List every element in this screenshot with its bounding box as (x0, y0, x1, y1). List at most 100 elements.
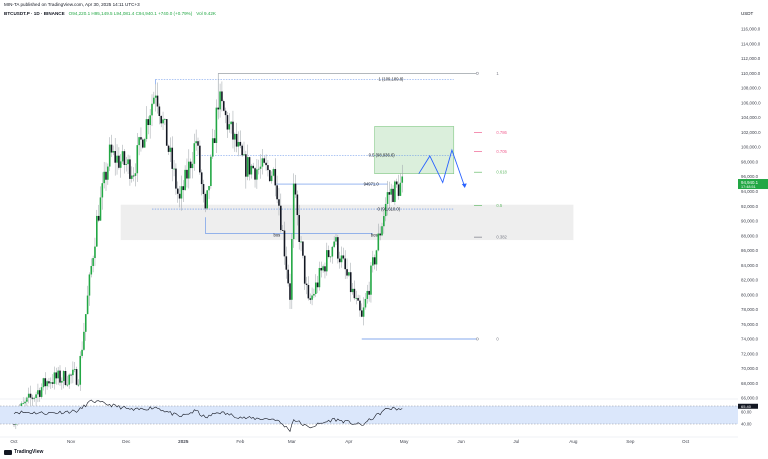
candle (217, 107, 220, 110)
candle (132, 175, 135, 177)
candle (399, 182, 402, 196)
fib-label: 0 (496, 336, 499, 341)
candle (368, 290, 370, 295)
chart-annotation: 0 (91,610.0) (378, 207, 401, 212)
candle (366, 290, 369, 299)
candle (338, 258, 341, 263)
candle (372, 257, 374, 266)
price-tick-label: 68,000.0 (741, 381, 759, 386)
candle (27, 393, 30, 398)
chart-annotation: 1 (109,189.8) (379, 77, 405, 82)
support-zone[interactable] (120, 204, 574, 241)
fib-label: 0.705 (496, 149, 507, 154)
candle (158, 106, 161, 116)
candle (75, 369, 78, 385)
candle (208, 186, 210, 191)
target-zone[interactable] (374, 126, 455, 174)
candle (147, 119, 150, 126)
candle (103, 171, 105, 184)
fib-label: 0.618 (496, 170, 507, 175)
candle (383, 216, 385, 227)
candle (151, 103, 153, 116)
rsi-tick-label: 40.00 (741, 422, 752, 427)
candle (118, 155, 120, 168)
candle (97, 215, 100, 221)
candle (331, 246, 334, 257)
time-tick-label: Feb (236, 439, 244, 444)
candle (252, 165, 254, 169)
candle (64, 371, 67, 385)
candle (46, 381, 48, 387)
candle (333, 241, 335, 247)
candle (156, 95, 159, 107)
candle (263, 158, 266, 163)
time-tick-label: Oct (10, 439, 18, 444)
price-tick-label: 90,000.0 (741, 219, 759, 224)
symbol-label[interactable]: BTCUSDT.P · 1D · BINANCE (4, 11, 65, 16)
candle (50, 382, 52, 384)
chart-annotation: bos (273, 232, 280, 237)
price-tick-label: 96,000.0 (741, 174, 759, 179)
candle (213, 138, 216, 143)
price-tick-label: 104,000.0 (741, 115, 761, 120)
candle (145, 119, 148, 140)
candle (186, 169, 188, 179)
candle (42, 378, 45, 388)
candle (296, 194, 299, 216)
candle (320, 267, 323, 271)
candle (250, 165, 253, 175)
rsi-line (13, 399, 403, 433)
candle (178, 193, 181, 199)
candle (173, 168, 175, 170)
candle (375, 250, 378, 265)
candle (189, 161, 192, 169)
candle (129, 159, 131, 179)
chart-annotation: 94971.0 (364, 182, 380, 187)
candle (51, 382, 54, 384)
candle (278, 199, 280, 206)
candle (57, 370, 59, 379)
candle (228, 124, 231, 130)
candle (165, 119, 168, 146)
price-tick-label: 88,000.0 (741, 233, 759, 238)
candle (136, 145, 139, 174)
candle (48, 381, 50, 384)
candle (107, 166, 109, 180)
candle (70, 374, 72, 376)
candle (237, 141, 240, 147)
candle (114, 151, 116, 163)
time-tick-label: Dec (122, 439, 131, 444)
candle (254, 168, 256, 180)
candle (221, 91, 223, 102)
candle (381, 226, 383, 236)
candle (153, 97, 155, 104)
candle (395, 181, 398, 185)
last-price-label: 94,940.1 (741, 180, 759, 185)
candle (261, 158, 264, 167)
fib-handle (475, 71, 479, 75)
candle (77, 384, 80, 386)
candle (390, 188, 392, 195)
projection-path[interactable] (418, 148, 466, 188)
candle (61, 380, 63, 383)
candle (62, 371, 65, 381)
price-tick-label: 100,000.0 (741, 145, 761, 150)
candle (281, 229, 284, 231)
price-tick-label: 80,000.0 (741, 292, 759, 297)
candle (105, 171, 107, 180)
fib-handle (475, 337, 479, 341)
candle (123, 151, 126, 165)
candle (364, 298, 367, 308)
candle (94, 246, 96, 259)
candle (53, 372, 56, 384)
candle (241, 145, 243, 156)
candle (316, 282, 319, 288)
time-tick-label: Nov (67, 439, 76, 444)
candle (180, 186, 183, 199)
candle (377, 233, 380, 251)
candle (268, 170, 271, 182)
fib-label: 0.382 (496, 235, 507, 240)
candle (68, 374, 70, 385)
